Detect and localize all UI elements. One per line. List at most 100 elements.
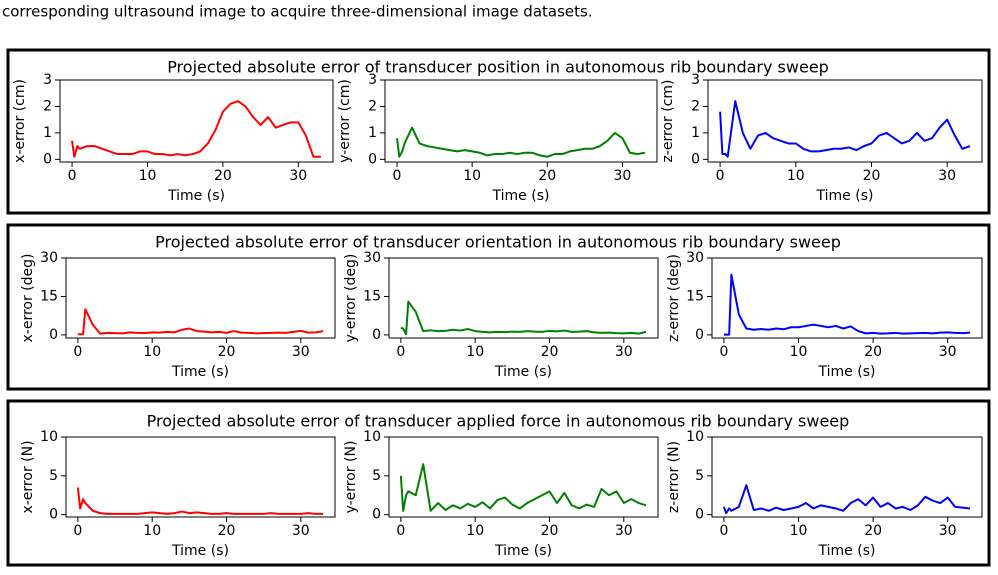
x-tick-label: 20 — [538, 168, 556, 184]
y-tick-label: 0 — [372, 507, 381, 523]
x-axis-label: Time (s) — [494, 543, 552, 559]
x-tick-label: 20 — [214, 168, 232, 184]
x-axis-label: Time (s) — [816, 188, 874, 204]
plot-frame — [65, 257, 336, 339]
x-tick-label: 20 — [218, 344, 236, 360]
y-tick-label: 1 — [43, 125, 52, 141]
x-tick-label: 20 — [863, 168, 881, 184]
y-tick-label: 0 — [691, 151, 700, 167]
y-tick-label: 3 — [368, 72, 377, 88]
y-tick-label: 0 — [695, 507, 704, 523]
panel-title: Projected absolute error of transducer a… — [147, 412, 850, 431]
y-axis-label: y-error (N) — [343, 441, 359, 514]
y-tick-label: 10 — [40, 429, 58, 445]
x-tick-label: 10 — [139, 168, 157, 184]
y-tick-label: 2 — [368, 98, 377, 114]
x-tick-label: 0 — [73, 344, 82, 360]
panel-frame — [6, 48, 991, 215]
x-tick-label: 0 — [73, 523, 82, 539]
x-axis-label: Time (s) — [818, 543, 876, 559]
panel-title: Projected absolute error of transducer p… — [167, 58, 829, 77]
x-tick-label: 10 — [790, 344, 808, 360]
panel-frame — [6, 223, 991, 391]
plot-frame — [707, 79, 983, 163]
x-tick-label: 30 — [292, 523, 310, 539]
plot-frame — [388, 436, 659, 518]
x-tick-label: 30 — [614, 168, 632, 184]
y-tick-label: 1 — [691, 125, 700, 141]
plot-frame — [711, 436, 983, 518]
x-tick-label: 10 — [787, 168, 805, 184]
x-tick-label: 10 — [143, 344, 161, 360]
y-tick-label: 30 — [40, 250, 58, 266]
x-tick-label: 20 — [218, 523, 236, 539]
x-axis-label: Time (s) — [492, 188, 550, 204]
x-tick-label: 20 — [541, 344, 559, 360]
x-axis-label: Time (s) — [494, 364, 552, 380]
y-tick-label: 2 — [691, 98, 700, 114]
y-tick-label: 5 — [372, 468, 381, 484]
panel-frame — [6, 399, 991, 567]
y-tick-label: 0 — [372, 327, 381, 343]
y-tick-label: 3 — [691, 72, 700, 88]
x-tick-label: 0 — [396, 523, 405, 539]
x-tick-label: 0 — [719, 344, 728, 360]
x-axis-label: Time (s) — [171, 543, 229, 559]
data-line — [399, 463, 647, 512]
x-tick-label: 0 — [393, 168, 402, 184]
data-line — [719, 100, 971, 158]
x-tick-label: 20 — [864, 344, 882, 360]
plot-frame — [388, 257, 659, 339]
x-tick-label: 30 — [292, 344, 310, 360]
x-tick-label: 20 — [541, 523, 559, 539]
y-tick-label: 0 — [695, 327, 704, 343]
x-tick-label: 30 — [939, 523, 957, 539]
x-tick-label: 0 — [719, 523, 728, 539]
x-tick-label: 0 — [396, 344, 405, 360]
data-line — [77, 308, 324, 336]
y-tick-label: 0 — [49, 327, 58, 343]
y-axis-label: y-error (deg) — [343, 254, 359, 343]
x-tick-label: 10 — [466, 344, 484, 360]
y-tick-label: 5 — [49, 468, 58, 484]
x-tick-label: 0 — [68, 168, 77, 184]
y-tick-label: 10 — [686, 429, 704, 445]
y-tick-label: 0 — [43, 151, 52, 167]
y-tick-label: 10 — [363, 429, 381, 445]
y-tick-label: 0 — [49, 507, 58, 523]
y-axis-label: y-error (cm) — [337, 79, 353, 163]
y-tick-label: 2 — [43, 98, 52, 114]
x-tick-label: 30 — [938, 168, 956, 184]
y-axis-label: z-error (cm) — [660, 79, 676, 162]
y-tick-label: 5 — [695, 468, 704, 484]
y-tick-label: 30 — [363, 250, 381, 266]
x-axis-label: Time (s) — [818, 364, 876, 380]
x-axis-label: Time (s) — [171, 364, 229, 380]
y-axis-label: x-error (deg) — [20, 254, 36, 343]
x-tick-label: 30 — [939, 344, 957, 360]
caption: corresponding ultrasound image to acquir… — [2, 3, 593, 21]
x-tick-label: 10 — [790, 523, 808, 539]
x-axis-label: Time (s) — [167, 188, 225, 204]
y-tick-label: 15 — [363, 288, 381, 304]
data-line — [722, 484, 971, 515]
x-tick-label: 10 — [466, 523, 484, 539]
data-line — [71, 100, 321, 158]
panel-title: Projected absolute error of transducer o… — [155, 233, 841, 252]
y-tick-label: 0 — [368, 151, 377, 167]
x-tick-label: 30 — [615, 344, 633, 360]
y-axis-label: x-error (N) — [20, 440, 36, 513]
y-axis-label: z-error (deg) — [666, 254, 682, 342]
plot-frame — [384, 79, 658, 163]
data-line — [76, 487, 324, 515]
data-line — [723, 273, 971, 336]
data-line — [400, 300, 647, 336]
x-tick-label: 10 — [463, 168, 481, 184]
y-axis-label: x-error (cm) — [12, 79, 28, 163]
y-tick-label: 15 — [40, 288, 58, 304]
x-tick-label: 20 — [864, 523, 882, 539]
x-tick-label: 30 — [615, 523, 633, 539]
plot-frame — [65, 436, 336, 518]
y-tick-label: 15 — [686, 288, 704, 304]
